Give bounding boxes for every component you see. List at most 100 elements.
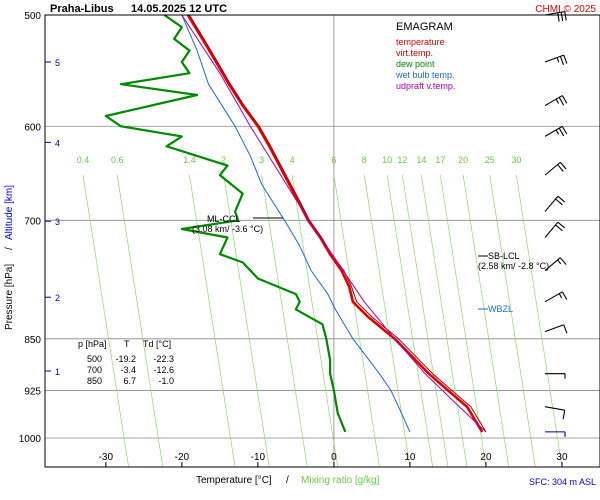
mixing-ratio-label: 2 — [221, 155, 226, 165]
x-axis-ticks: -30 -20 -10 0 10 20 30 — [99, 452, 568, 467]
altitude-tick-label: 1 — [55, 367, 60, 377]
wind-barb-flag — [561, 291, 568, 300]
wind-barb-flag — [555, 198, 563, 206]
level-table: p [hPa] T Td [°C] 500 -19.2 -22.3 700 -3… — [78, 339, 174, 386]
wind-barb-flag — [558, 127, 565, 137]
wind-barb-staff — [544, 195, 559, 212]
pressure-tick-label: 700 — [24, 216, 41, 227]
wet-bulb-line — [181, 14, 411, 433]
mixing-ratio-label: 30 — [511, 155, 521, 165]
wbzl-annotation: WBZL — [478, 304, 513, 314]
wind-barb — [544, 324, 568, 334]
table-cell: 500 — [87, 354, 102, 364]
altitude-tick-label: 2 — [55, 293, 60, 303]
mixing-ratio-label: 8 — [362, 155, 367, 165]
ml-ccl-value: (3.08 km/ -3.6 °C) — [192, 224, 263, 234]
wind-barb-flag — [557, 164, 564, 172]
ml-ccl-annotation: ML-CCL (3.08 km/ -3.6 °C) — [192, 214, 283, 234]
wind-barb — [544, 195, 566, 212]
legend-item-virt-temp: virt.temp. — [396, 48, 433, 58]
mixing-ratio-line — [516, 175, 563, 468]
wind-barb-flag — [556, 57, 560, 63]
mixing-ratio-label: 25 — [485, 155, 495, 165]
virtual-temp-line — [189, 14, 487, 433]
table-header-t: T — [124, 339, 130, 349]
altitude-tick-label: 5 — [55, 58, 60, 68]
wind-barb-flag — [557, 221, 566, 229]
table-cell: -1.0 — [158, 376, 174, 386]
x-axis-label-mixing: Mixing ratio [g/kg] — [301, 475, 380, 486]
table-cell: -22.3 — [153, 354, 174, 364]
mixing-ratio-label: 6 — [331, 155, 336, 165]
wind-barbs — [544, 10, 568, 437]
mixing-ratio-line — [116, 175, 164, 468]
table-header-td: Td [°C] — [143, 339, 171, 349]
x-axis-title: Temperature [°C] / Mixing ratio [g/kg] — [196, 475, 380, 486]
sb-lcl-label: SB-LCL — [488, 251, 520, 261]
mixing-ratio-label: 0.6 — [111, 155, 124, 165]
wind-barb-flag — [563, 54, 568, 64]
mixing-ratio-line — [462, 175, 510, 468]
mixing-ratio-line — [261, 175, 308, 468]
wind-barb-staff — [544, 221, 559, 238]
wind-barb-staff — [544, 161, 561, 176]
pressure-tick-label: 850 — [24, 335, 41, 346]
mixing-ratio-label: 12 — [397, 155, 407, 165]
wind-barb — [545, 373, 566, 379]
legend-item-dew-point: dew point — [396, 59, 435, 69]
mixing-ratio-line — [333, 175, 380, 468]
pressure-tick-label: 925 — [24, 386, 41, 397]
wind-barb — [544, 54, 568, 66]
table-cell: 700 — [87, 365, 102, 375]
wind-barb-flag — [558, 97, 565, 106]
x-tick-label: 30 — [556, 452, 568, 463]
wind-barb — [544, 161, 567, 176]
mixing-ratio-label: 20 — [458, 155, 468, 165]
table-header-p: p [hPa] — [78, 339, 107, 349]
wind-barb — [544, 95, 568, 107]
y-axis-label-pressure: Pressure [hPa] — [4, 264, 15, 330]
wind-barb-flag — [555, 224, 563, 232]
wind-barb — [544, 10, 567, 22]
x-axis-label-temperature: Temperature [°C] — [196, 475, 272, 486]
wind-barb — [544, 406, 566, 420]
mixing-ratio-label: 17 — [435, 155, 445, 165]
x-tick-label: -30 — [99, 452, 114, 463]
updraft-vtemp-line — [181, 14, 487, 433]
wind-barb-staff — [544, 324, 564, 333]
wind-barb-flag — [557, 259, 562, 265]
x-tick-label: -20 — [175, 452, 190, 463]
legend-item-updraft: udpraft v.temp. — [396, 81, 455, 91]
surface-elevation-label: SFC: 304 m ASL — [529, 477, 596, 487]
mixing-ratio-line — [489, 175, 536, 468]
mixing-ratio-line — [223, 175, 270, 468]
wind-barb — [544, 257, 567, 271]
mixing-ratio-line — [386, 175, 434, 468]
y-axis-label-separator: / — [4, 247, 15, 250]
wind-barb-staff — [544, 406, 565, 411]
mixing-ratio-line — [363, 175, 411, 468]
wind-barb-flag — [557, 12, 560, 22]
mixing-ratio-lines — [82, 175, 563, 468]
datetime-title: 14.05.2025 12 UTC — [131, 3, 227, 15]
table-cell: -3.4 — [120, 365, 136, 375]
credit-label: CHMI © 2025 — [535, 4, 596, 15]
sb-lcl-annotation: SB-LCL (2.58 km/ -2.8 °C) — [478, 251, 549, 271]
wind-barb-flag — [555, 129, 560, 135]
wind-barb-flag — [559, 161, 567, 170]
pressure-tick-label: 600 — [24, 122, 41, 133]
x-tick-label: 20 — [480, 452, 492, 463]
profile-lines — [104, 14, 487, 433]
altitude-tick-label: 4 — [55, 138, 60, 148]
table-cell: 850 — [87, 376, 102, 386]
station-title: Praha-Libus — [50, 3, 114, 15]
table-cell: -12.6 — [153, 365, 174, 375]
wind-barb-flag — [560, 12, 564, 22]
x-tick-label: -10 — [251, 452, 266, 463]
sb-lcl-value: (2.58 km/ -2.8 °C) — [478, 261, 549, 271]
wind-barb — [544, 125, 568, 137]
mixing-ratio-label: 3 — [259, 155, 264, 165]
wind-barb-staff — [544, 291, 563, 303]
table-cell: 6.7 — [123, 376, 136, 386]
